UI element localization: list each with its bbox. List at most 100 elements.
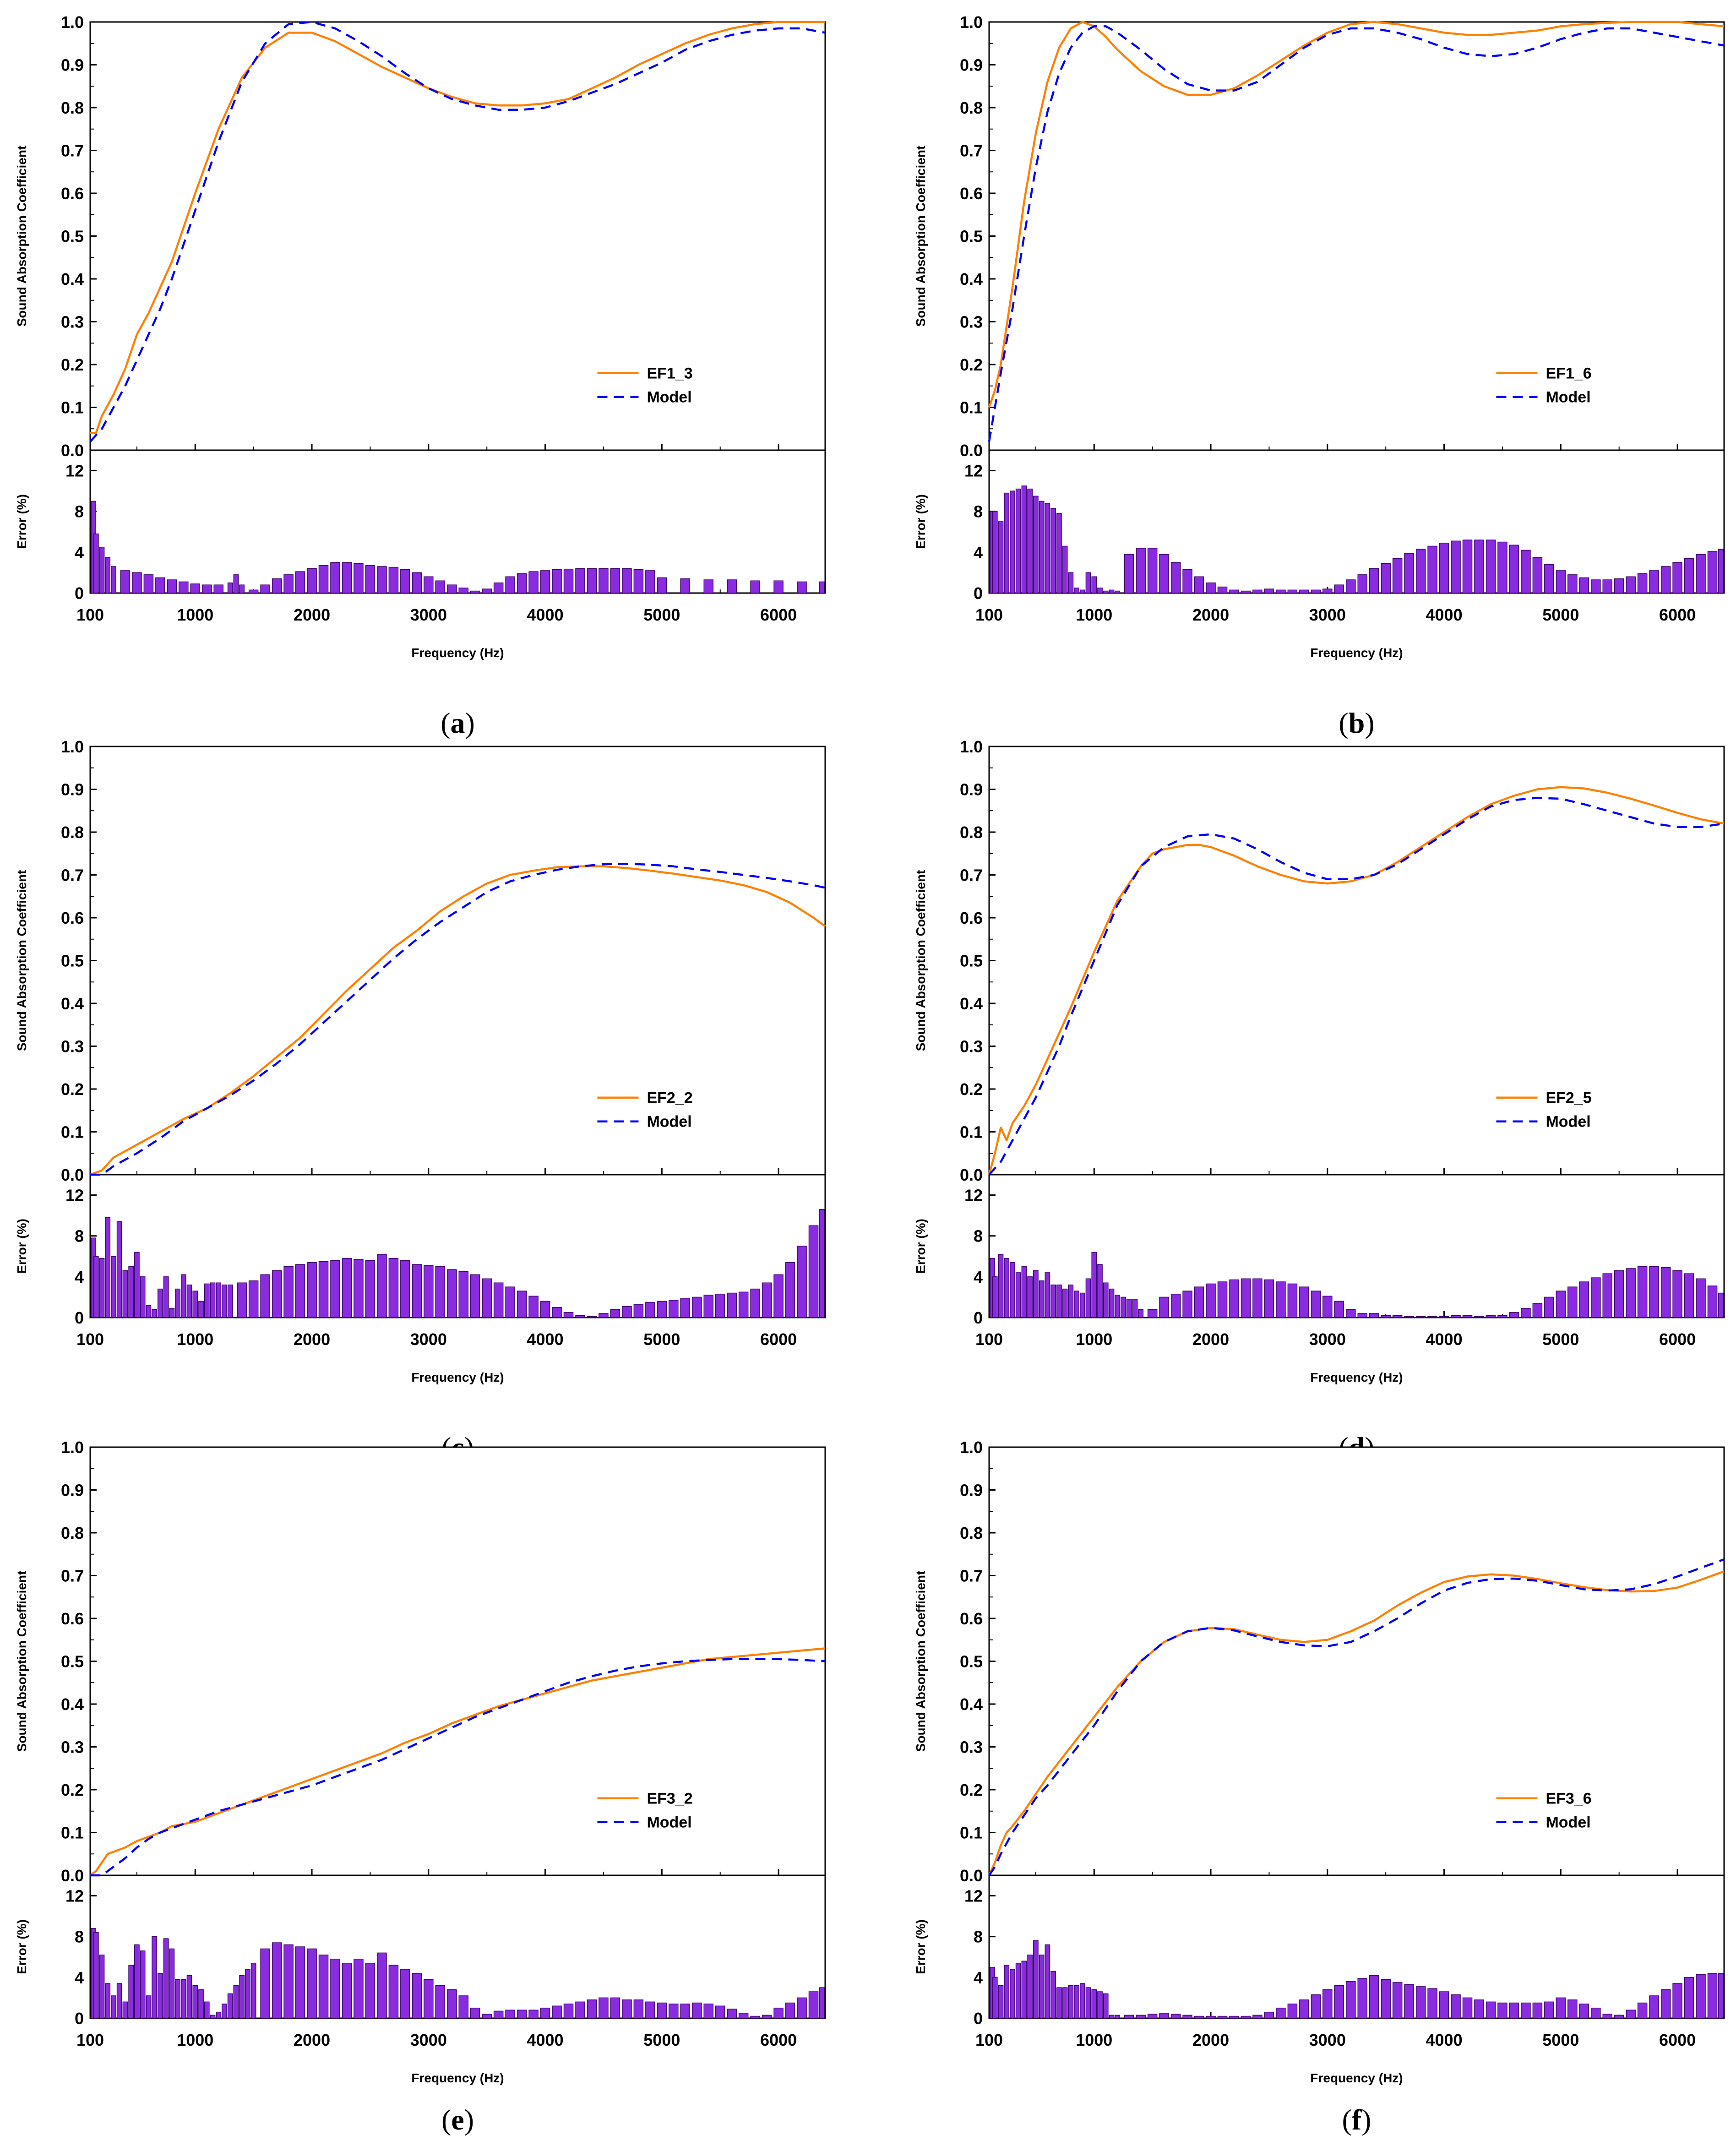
caption-paren: ( xyxy=(1339,707,1348,739)
error-bar xyxy=(272,578,282,594)
y-tick-label: 0.3 xyxy=(61,1037,84,1056)
error-bar xyxy=(412,1973,422,2019)
error-bar xyxy=(738,1291,749,1318)
x-tick-label: 5000 xyxy=(1542,605,1579,624)
y-tick-label: 1.0 xyxy=(61,1438,84,1457)
error-y-tick-label: 8 xyxy=(974,502,983,521)
error-bar xyxy=(447,1989,457,2019)
error-bar xyxy=(1532,1303,1543,1318)
error-bar xyxy=(132,572,142,594)
error-bar xyxy=(1015,1272,1021,1318)
error-bar xyxy=(1591,579,1601,594)
error-bar xyxy=(1660,566,1671,594)
error-bar xyxy=(1404,1984,1414,2019)
error-bar xyxy=(412,572,422,594)
error-bar xyxy=(1567,574,1578,594)
error-bar xyxy=(354,1259,364,1318)
legend-label: EF3_6 xyxy=(1546,1790,1591,1808)
error-bar xyxy=(1346,579,1356,594)
error-bar xyxy=(1085,1987,1091,2019)
error-bar xyxy=(447,1269,457,1318)
error-bar xyxy=(563,2004,574,2019)
error-bar xyxy=(365,1260,375,1318)
error-bar xyxy=(1602,2014,1612,2019)
error-bar xyxy=(105,557,111,594)
error-bar xyxy=(204,2001,210,2019)
error-bar xyxy=(1039,501,1045,594)
error-bar xyxy=(762,2015,772,2019)
y-tick-label: 0.7 xyxy=(960,866,983,885)
error-bar xyxy=(1532,557,1543,594)
error-bar xyxy=(111,1256,116,1318)
error-bar xyxy=(1033,1940,1039,2019)
error-y-tick-label: 12 xyxy=(964,1186,983,1205)
error-bar xyxy=(227,1284,233,1318)
error-bar xyxy=(1138,1309,1144,1318)
error-bar xyxy=(493,1282,504,1318)
error-bar xyxy=(1010,490,1015,594)
x-tick-label: 6000 xyxy=(760,2031,797,2049)
error-bar xyxy=(727,579,737,594)
error-bar xyxy=(1521,550,1531,594)
error-bar xyxy=(1462,539,1473,594)
error-bar xyxy=(599,1997,609,2019)
x-tick-label: 2000 xyxy=(294,1330,330,1349)
caption-letter: a xyxy=(451,707,465,739)
y-tick-label: 0.6 xyxy=(61,909,84,927)
error-bar xyxy=(227,1993,233,2019)
error-bar xyxy=(773,2007,784,2019)
error-bar xyxy=(797,1997,807,2019)
error-bar xyxy=(318,1955,329,2019)
error-bar xyxy=(1556,570,1566,594)
y-tick-label: 0.1 xyxy=(61,1824,84,1842)
y-tick-label: 0.6 xyxy=(61,1609,84,1628)
error-y-tick-label: 12 xyxy=(65,1186,84,1205)
y-tick-label: 0.3 xyxy=(960,1738,983,1757)
error-bar xyxy=(750,580,760,594)
error-bar xyxy=(750,2015,760,2019)
error-bar xyxy=(1521,1308,1531,1318)
error-bar xyxy=(1010,1969,1015,2019)
error-bar xyxy=(233,1985,239,2019)
y-tick-label: 0.9 xyxy=(960,56,983,75)
error-bar xyxy=(1217,1281,1228,1318)
error-y-tick-label: 4 xyxy=(974,1968,983,1987)
caption-paren: ( xyxy=(441,707,450,739)
error-bar xyxy=(1056,513,1062,594)
error-bar xyxy=(400,569,410,594)
error-bar xyxy=(1474,1316,1484,1318)
legend-label: Model xyxy=(647,1113,691,1131)
error-bar xyxy=(1509,2002,1519,2019)
error-bar xyxy=(1050,1284,1056,1318)
error-bar xyxy=(482,2014,492,2019)
error-bar xyxy=(447,584,457,594)
error-bar xyxy=(1718,1292,1724,1318)
error-bar xyxy=(1241,2015,1251,2019)
error-bar xyxy=(1357,1313,1367,1318)
error-bar xyxy=(122,1270,128,1318)
error-bar xyxy=(1322,1296,1333,1318)
error-bar xyxy=(1276,589,1286,594)
error-bar xyxy=(1626,576,1636,594)
error-bar xyxy=(1264,1279,1274,1318)
x-tick-label: 2000 xyxy=(294,605,330,624)
y-tick-label: 0.5 xyxy=(61,952,84,970)
error-bar xyxy=(505,576,515,594)
error-bar xyxy=(622,568,632,594)
error-bar xyxy=(819,1987,825,2019)
error-bar xyxy=(1027,488,1033,594)
y-tick-label: 0.0 xyxy=(61,1866,84,1885)
x-tick-label: 5000 xyxy=(1542,2031,1579,2049)
error-bar xyxy=(260,1274,270,1318)
error-bar xyxy=(1229,1279,1239,1318)
error-bar xyxy=(1696,1278,1706,1318)
error-bar xyxy=(1287,2004,1298,2019)
y-axis-label: Sound Absorption Coefficient xyxy=(15,146,29,327)
error-bar xyxy=(1109,2015,1115,2019)
error-bar xyxy=(458,1995,468,2019)
y-tick-label: 1.0 xyxy=(960,737,983,756)
error-bar xyxy=(552,569,562,594)
model-line xyxy=(89,21,826,442)
error-bar xyxy=(116,1221,122,1318)
error-bar xyxy=(283,1944,294,2019)
